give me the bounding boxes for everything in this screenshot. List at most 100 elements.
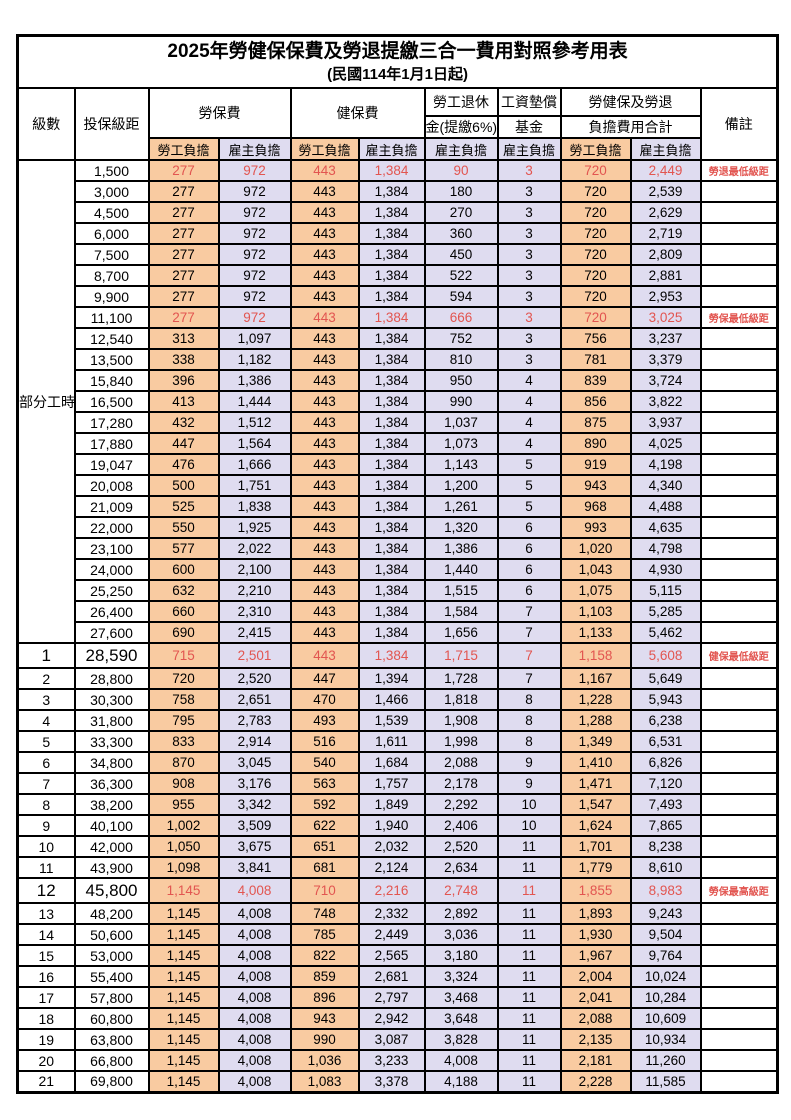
fee-cell: 1,384 bbox=[357, 495, 426, 518]
remark-cell bbox=[699, 709, 779, 732]
fee-cell: 1,384 bbox=[357, 537, 426, 560]
fee-cell: 1,103 bbox=[559, 600, 632, 623]
bracket-cell: 17,280 bbox=[73, 411, 150, 434]
fee-cell: 748 bbox=[289, 902, 360, 925]
bracket-cell: 1,500 bbox=[73, 159, 150, 182]
fee-cell: 1,036 bbox=[289, 1049, 360, 1072]
bracket-cell: 38,200 bbox=[73, 793, 150, 816]
col-header-wage-fund-line1: 工資墊償 bbox=[496, 87, 562, 117]
subheader-labor-employee: 勞工負擔 bbox=[147, 137, 220, 161]
fee-cell: 3,468 bbox=[423, 986, 499, 1009]
fee-cell: 4,340 bbox=[629, 474, 702, 497]
col-header-health-fee: 健保費 bbox=[289, 87, 426, 139]
fee-cell: 443 bbox=[289, 159, 360, 182]
fee-cell: 950 bbox=[423, 369, 499, 392]
fee-cell: 450 bbox=[423, 243, 499, 266]
fee-cell: 1,818 bbox=[423, 688, 499, 711]
bracket-cell: 13,500 bbox=[73, 348, 150, 371]
bracket-cell: 63,800 bbox=[73, 1028, 150, 1051]
fee-cell: 10,609 bbox=[629, 1007, 702, 1030]
fee-cell: 666 bbox=[423, 306, 499, 329]
remark-cell: 健保最低級距 bbox=[699, 642, 779, 669]
fee-cell: 833 bbox=[147, 730, 220, 753]
title-row: 2025年勞健保保費及勞退提繳三合一費用對照參考用表 (民國114年1月1日起) bbox=[16, 34, 779, 89]
remark-cell bbox=[699, 986, 779, 1009]
fee-cell: 5,943 bbox=[629, 688, 702, 711]
remark-cell bbox=[699, 1049, 779, 1072]
table-row: 部分工時 1,500 277 972 443 1,384 90 3 720 2,449 勞退最低級距 bbox=[16, 159, 779, 644]
subheader-labor-employer: 雇主負擔 bbox=[217, 137, 292, 161]
fee-cell: 2,228 bbox=[559, 1070, 632, 1093]
fee-cell: 1,539 bbox=[357, 709, 426, 732]
fee-cell: 972 bbox=[217, 306, 292, 329]
remark-cell: 勞保最高級距 bbox=[699, 877, 779, 904]
fee-cell: 1,466 bbox=[357, 688, 426, 711]
bracket-cell: 7,500 bbox=[73, 243, 150, 266]
fee-cell: 3 bbox=[496, 285, 562, 308]
remark-cell bbox=[699, 751, 779, 774]
table-row: 13 48,200 1,145 4,008 748 2,332 2,892 11 1,893 9,… bbox=[16, 902, 779, 925]
bracket-cell: 28,800 bbox=[73, 667, 150, 690]
fee-cell: 525 bbox=[147, 495, 220, 518]
fee-cell: 1,384 bbox=[357, 516, 426, 539]
fee-cell: 3,237 bbox=[629, 327, 702, 350]
table-row: 6,000 277 972 443 1,384 360 3 720 2,719 bbox=[18, 222, 779, 245]
fee-cell: 443 bbox=[289, 516, 360, 539]
col-header-level: 級數 bbox=[16, 87, 76, 161]
fee-cell: 839 bbox=[559, 369, 632, 392]
bracket-cell: 33,300 bbox=[73, 730, 150, 753]
fee-cell: 2,942 bbox=[357, 1007, 426, 1030]
fee-cell: 1,145 bbox=[147, 944, 220, 967]
fee-cell: 443 bbox=[289, 621, 360, 644]
fee-cell: 1,751 bbox=[217, 474, 292, 497]
fee-cell: 3 bbox=[496, 222, 562, 245]
bracket-cell: 21,009 bbox=[73, 495, 150, 518]
fee-cell: 2,634 bbox=[423, 856, 499, 879]
fee-cell: 2,004 bbox=[559, 965, 632, 988]
fee-cell: 2,892 bbox=[423, 902, 499, 925]
fee-cell: 1,182 bbox=[217, 348, 292, 371]
table-row: 5 33,300 833 2,914 516 1,611 1,998 8 1,349 6,531 bbox=[16, 730, 779, 753]
fee-cell: 1,288 bbox=[559, 709, 632, 732]
table-row: 7 36,300 908 3,176 563 1,757 2,178 9 1,471 7,120 bbox=[16, 772, 779, 795]
fee-cell: 2,310 bbox=[217, 600, 292, 623]
fee-cell: 1,515 bbox=[423, 579, 499, 602]
fee-cell: 1,384 bbox=[357, 264, 426, 287]
fee-cell: 432 bbox=[147, 411, 220, 434]
table-row: 13,500 338 1,182 443 1,384 810 3 781 3,379 bbox=[18, 348, 779, 371]
level-cell: 2 bbox=[16, 667, 76, 690]
fee-cell: 180 bbox=[423, 180, 499, 203]
fee-cell: 1,930 bbox=[559, 923, 632, 946]
fee-cell: 781 bbox=[559, 348, 632, 371]
fee-cell: 622 bbox=[289, 814, 360, 837]
col-header-bracket: 投保級距 bbox=[73, 87, 150, 161]
bracket-cell: 55,400 bbox=[73, 965, 150, 988]
fee-cell: 4,930 bbox=[629, 558, 702, 581]
fee-cell: 2,565 bbox=[357, 944, 426, 967]
fee-cell: 785 bbox=[289, 923, 360, 946]
fee-cell: 11 bbox=[496, 944, 562, 967]
fee-cell: 3,233 bbox=[357, 1049, 426, 1072]
fee-cell: 9,504 bbox=[629, 923, 702, 946]
remark-cell: 勞退最低級距 bbox=[699, 159, 779, 182]
fee-cell: 443 bbox=[289, 558, 360, 581]
remark-cell bbox=[699, 621, 779, 644]
fee-cell: 972 bbox=[217, 180, 292, 203]
fee-cell: 2,406 bbox=[423, 814, 499, 837]
fee-cell: 1,512 bbox=[217, 411, 292, 434]
remark-cell bbox=[699, 369, 779, 392]
fee-cell: 1,002 bbox=[147, 814, 220, 837]
fee-cell: 443 bbox=[289, 432, 360, 455]
remark-cell bbox=[699, 772, 779, 795]
fee-cell: 1,547 bbox=[559, 793, 632, 816]
fee-cell: 1,097 bbox=[217, 327, 292, 350]
remark-cell bbox=[699, 348, 779, 371]
fee-cell: 720 bbox=[559, 159, 632, 182]
bracket-cell: 16,500 bbox=[73, 390, 150, 413]
table-row: 12 45,800 1,145 4,008 710 2,216 2,748 11 1,855 8,… bbox=[16, 877, 779, 904]
fee-cell: 1,440 bbox=[423, 558, 499, 581]
bracket-cell: 53,000 bbox=[73, 944, 150, 967]
fee-cell: 443 bbox=[289, 453, 360, 476]
fee-cell: 10 bbox=[496, 814, 562, 837]
fee-cell: 11 bbox=[496, 877, 562, 904]
